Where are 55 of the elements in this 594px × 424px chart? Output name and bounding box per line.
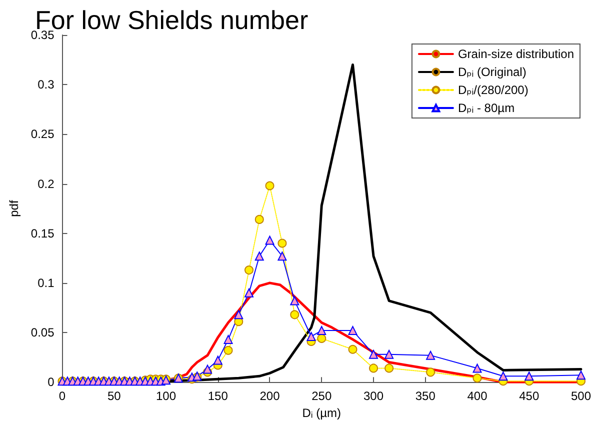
y-tick-label: 0.3 xyxy=(38,78,55,92)
legend-label: Dₚᵢ - 80µm xyxy=(458,101,515,115)
point xyxy=(213,356,222,365)
x-tick-label: 250 xyxy=(312,389,332,404)
y-tick-label: 0.05 xyxy=(30,326,55,340)
point xyxy=(265,181,274,190)
y-axis-title: pdf xyxy=(7,200,21,217)
x-tick-label: 500 xyxy=(570,389,592,404)
y-tick-label: 0.2 xyxy=(38,176,55,191)
legend-label: Grain-size distribution xyxy=(458,47,574,61)
y-tick-label: 0.1 xyxy=(38,276,55,290)
point xyxy=(290,296,300,306)
point xyxy=(244,266,254,275)
point xyxy=(369,364,378,373)
point xyxy=(384,350,394,359)
point xyxy=(348,326,358,336)
x-axis-title: Dᵢ (µm) xyxy=(302,406,342,420)
point xyxy=(290,310,300,320)
point xyxy=(224,346,233,355)
point xyxy=(254,214,264,224)
x-tick-label: 300 xyxy=(363,389,384,404)
point xyxy=(426,350,436,360)
point xyxy=(278,238,287,248)
x-tick-label: 100 xyxy=(156,389,176,404)
x-tick-label: 450 xyxy=(519,389,540,404)
x-tick-label: 200 xyxy=(260,389,280,404)
x-tick-label: 150 xyxy=(208,389,228,404)
point xyxy=(524,372,534,381)
point xyxy=(368,350,378,359)
point xyxy=(244,288,254,298)
point xyxy=(472,364,482,373)
point xyxy=(426,368,436,377)
point xyxy=(348,344,358,354)
point xyxy=(498,372,508,381)
x-tick-label: 350 xyxy=(415,389,436,404)
point xyxy=(306,332,316,341)
point xyxy=(384,364,394,373)
point xyxy=(254,252,264,261)
y-tick-label: 0.35 xyxy=(30,28,55,42)
y-tick-label: 0.15 xyxy=(30,226,55,240)
y-tick-label: 0.25 xyxy=(30,127,55,142)
y-tick-label: 0 xyxy=(48,375,55,390)
legend-label: Dₚᵢ/(280/200) xyxy=(458,83,528,97)
point xyxy=(265,236,274,245)
point xyxy=(224,334,233,344)
point xyxy=(203,364,212,374)
point xyxy=(576,370,586,380)
legend-label: Dₚᵢ (Original) xyxy=(458,65,526,79)
point xyxy=(278,252,287,261)
point xyxy=(317,326,326,336)
x-tick-label: 50 xyxy=(107,389,122,404)
point xyxy=(234,310,244,320)
point xyxy=(472,374,482,383)
x-tick-label: 400 xyxy=(467,389,488,404)
x-tick-label: 0 xyxy=(58,389,66,404)
